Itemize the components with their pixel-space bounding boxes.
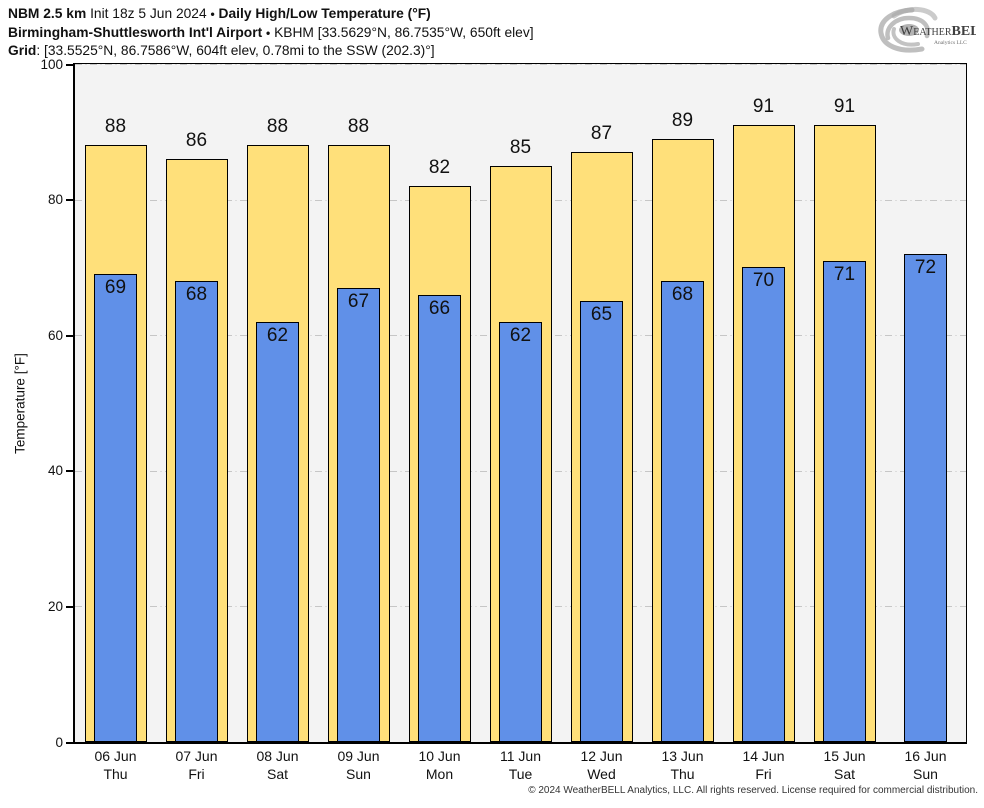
low-value-label: 68 [185, 283, 208, 305]
x-category-label: 11 Jun Tue [480, 747, 561, 783]
y-tick-label: 40 [47, 463, 63, 479]
high-value-label: 88 [347, 116, 370, 138]
low-value-label: 67 [347, 290, 370, 312]
high-value-label: 88 [266, 116, 289, 138]
x-date-label: 11 Jun [500, 748, 541, 764]
x-date-label: 13 Jun [661, 748, 704, 764]
x-category-label: 13 Jun Thu [642, 747, 723, 783]
x-day-label: Sat [266, 766, 288, 782]
grid-label: Grid [8, 43, 37, 58]
y-tick-label: 60 [47, 327, 63, 343]
x-date-label: 08 Jun [256, 748, 299, 764]
x-date-label: 09 Jun [337, 748, 380, 764]
x-date-label: 14 Jun [742, 748, 785, 764]
title-init: Init 18z 5 Jun 2024 [90, 6, 207, 21]
x-category-label: 10 Jun Mon [399, 747, 480, 783]
y-tick-label: 20 [47, 598, 63, 614]
title-bullet: • [210, 7, 215, 21]
x-category-label: 15 Jun Sat [804, 747, 885, 783]
x-day-label: Sat [833, 766, 855, 782]
low-bar: 71 [823, 260, 866, 742]
y-tick [66, 470, 73, 473]
high-value-label: 86 [185, 129, 208, 151]
title-product: Daily High/Low Temperature (°F) [218, 6, 431, 21]
high-value-label: 89 [671, 109, 694, 131]
y-tick-label: 0 [55, 734, 63, 750]
low-bar: 67 [337, 287, 380, 742]
low-value-label: 66 [428, 297, 451, 319]
low-bar: 65 [580, 301, 623, 742]
x-category-label: 12 Jun Wed [561, 747, 642, 783]
title-line-2: Birmingham-Shuttlesworth Int'l Airport •… [8, 24, 534, 43]
x-day-label: Tue [508, 766, 533, 782]
x-day-label: Fri [188, 766, 205, 782]
x-category-label: 09 Jun Sun [318, 747, 399, 783]
x-date-label: 10 Jun [418, 748, 461, 764]
x-day-label: Thu [103, 766, 128, 782]
low-value-label: 71 [833, 263, 856, 285]
x-category-label: 16 Jun Sun [885, 747, 966, 783]
low-bar: 72 [904, 253, 947, 742]
weatherbell-logo: WeatherBELL Analytics LLC [872, 3, 984, 57]
title-line-1: NBM 2.5 km Init 18z 5 Jun 2024 • Daily H… [8, 5, 534, 24]
hurricane-swirl-icon: WeatherBELL Analytics LLC [878, 7, 984, 53]
gridline [75, 64, 966, 65]
title-model: NBM 2.5 km [8, 6, 87, 21]
y-tick-label: 100 [40, 56, 63, 72]
y-tick [66, 605, 73, 608]
x-category-label: 07 Jun Fri [156, 747, 237, 783]
high-value-label: 87 [590, 123, 613, 145]
high-value-label: 82 [428, 157, 451, 179]
y-tick [66, 199, 73, 202]
low-bar: 69 [94, 274, 137, 742]
x-category-label: 08 Jun Sat [237, 747, 318, 783]
x-category-label: 14 Jun Fri [723, 747, 804, 783]
logo-brand-text: WeatherBELL [900, 24, 976, 39]
low-value-label: 62 [266, 324, 289, 346]
low-bar: 68 [175, 280, 218, 742]
y-tick [66, 334, 73, 337]
x-day-label: Mon [425, 766, 454, 782]
low-bar: 68 [661, 280, 704, 742]
y-tick [66, 741, 73, 744]
x-date-label: 06 Jun [94, 748, 137, 764]
low-bar: 66 [418, 294, 461, 742]
x-category-label: 06 Jun Thu [75, 747, 156, 783]
low-bar: 62 [499, 321, 542, 742]
high-value-label: 85 [509, 136, 532, 158]
x-date-label: 12 Jun [580, 748, 623, 764]
x-date-label: 16 Jun [904, 748, 947, 764]
x-day-label: Wed [587, 766, 616, 782]
x-day-label: Thu [670, 766, 695, 782]
copyright-text: © 2024 WeatherBELL Analytics, LLC. All r… [528, 785, 978, 796]
high-value-label: 88 [104, 116, 127, 138]
title-line-3: Grid: [33.5525°N, 86.7586°W, 604ft elev,… [8, 42, 534, 60]
low-value-label: 70 [752, 270, 775, 292]
grid-info: : [33.5525°N, 86.7586°W, 604ft elev, 0.7… [36, 43, 435, 58]
x-date-label: 07 Jun [175, 748, 218, 764]
low-bar: 70 [742, 267, 785, 742]
low-value-label: 72 [914, 256, 937, 278]
low-value-label: 69 [104, 277, 127, 299]
y-tick [66, 63, 73, 66]
y-tick-label: 80 [47, 192, 63, 208]
logo-tagline: Analytics LLC [934, 40, 967, 46]
station-name: Birmingham-Shuttlesworth Int'l Airport [8, 24, 263, 40]
x-date-label: 15 Jun [823, 748, 866, 764]
low-bar: 62 [256, 321, 299, 742]
low-value-label: 65 [590, 304, 613, 326]
x-day-label: Fri [755, 766, 772, 782]
low-value-label: 68 [671, 283, 694, 305]
chart-header: NBM 2.5 km Init 18z 5 Jun 2024 • Daily H… [8, 5, 534, 60]
high-value-label: 91 [752, 96, 775, 118]
high-value-label: 91 [833, 96, 856, 118]
x-day-label: Sun [913, 766, 938, 782]
station-info: KBHM [33.5629°N, 86.7535°W, 650ft elev] [274, 24, 534, 40]
low-value-label: 62 [509, 324, 532, 346]
station-bullet: • [266, 25, 271, 40]
plot-area: 88 69 86 68 88 62 88 67 82 66 85 62 87 65 89 68 91 70 91 71… [73, 63, 967, 744]
x-day-label: Sun [346, 766, 371, 782]
